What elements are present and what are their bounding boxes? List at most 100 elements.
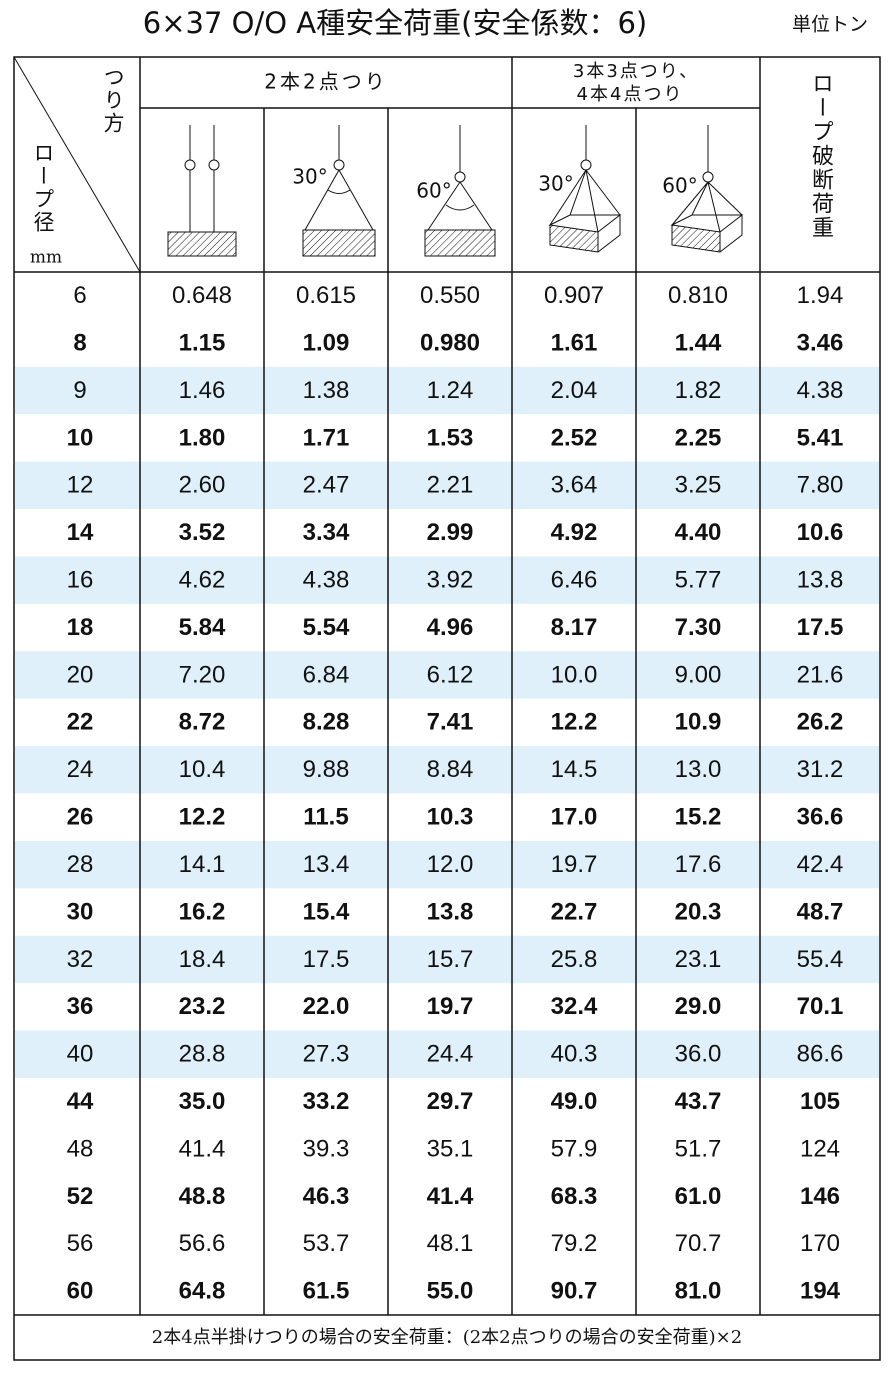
cell: 57.9 xyxy=(551,1135,598,1162)
cell: 36 xyxy=(67,993,94,1020)
cell: 23.2 xyxy=(179,993,226,1020)
cell: 9.88 xyxy=(303,756,350,783)
cell: 12.2 xyxy=(179,804,226,831)
cell: 8.17 xyxy=(551,614,598,641)
cell: 15.7 xyxy=(427,946,474,973)
cell: 79.2 xyxy=(551,1230,598,1257)
cell: 13.8 xyxy=(427,898,474,925)
angle-label: 30° xyxy=(292,165,327,189)
cell: 6 xyxy=(73,282,86,309)
title: 6×37 O/O A種安全荷重(安全係数：6) xyxy=(143,6,647,40)
cell: 10.0 xyxy=(551,661,598,688)
cell: 48.1 xyxy=(427,1230,474,1257)
cell: 2.25 xyxy=(675,424,722,451)
cell: 1.15 xyxy=(179,329,226,356)
cell: 8.28 xyxy=(303,709,350,736)
cell: 5.54 xyxy=(303,614,350,641)
cell: 10.9 xyxy=(675,709,722,736)
cell: 40 xyxy=(67,1041,94,1068)
cell: 11.5 xyxy=(303,804,348,831)
cell: 26 xyxy=(67,804,94,831)
cell: 18.4 xyxy=(179,946,226,973)
cell: 32.4 xyxy=(551,993,598,1020)
cell: 31.2 xyxy=(797,756,844,783)
cell: 29.7 xyxy=(427,1088,474,1115)
cell: 21.6 xyxy=(797,661,844,688)
cell: 2.52 xyxy=(551,424,598,451)
cell: 4.96 xyxy=(427,614,474,641)
row-shade xyxy=(15,746,879,794)
cell: 36.6 xyxy=(797,804,844,831)
cell: 42.4 xyxy=(797,851,844,878)
cell: 2.99 xyxy=(427,519,474,546)
cell: 86.6 xyxy=(797,1041,844,1068)
cell: 0.648 xyxy=(172,282,232,309)
cell: 55.0 xyxy=(427,1278,474,1305)
cell: 0.980 xyxy=(420,329,480,356)
cell: 32 xyxy=(67,946,94,973)
cell: 13.0 xyxy=(675,756,722,783)
cell: 41.4 xyxy=(179,1135,226,1162)
cell: 1.82 xyxy=(675,377,722,404)
cell: 52 xyxy=(67,1183,94,1210)
cell: 22 xyxy=(67,709,94,736)
cell: 17.5 xyxy=(303,946,350,973)
cell: 61.5 xyxy=(303,1278,350,1305)
cell: 20.3 xyxy=(675,898,722,925)
cell: 68.3 xyxy=(551,1183,598,1210)
cell: 29.0 xyxy=(675,993,722,1020)
row-shade xyxy=(15,840,879,889)
cell: 48.7 xyxy=(797,898,844,925)
cell: 7.30 xyxy=(675,614,722,641)
row-shade xyxy=(15,366,879,415)
footer-note: 2本4点半掛けつりの場合の安全荷重：(2本2点つりの場合の安全荷重)×2 xyxy=(152,1327,742,1348)
cell: 15.2 xyxy=(675,804,722,831)
cell: 0.550 xyxy=(420,282,480,309)
cell: 24.4 xyxy=(427,1041,474,1068)
cell: 1.94 xyxy=(797,282,844,309)
cell: 3.64 xyxy=(551,472,598,499)
cell: 12.0 xyxy=(427,851,474,878)
row-shade xyxy=(15,651,879,699)
diameter-unit: mm xyxy=(30,248,62,268)
diameter-label: ロープ径 xyxy=(31,142,55,234)
cell: 8 xyxy=(73,329,86,356)
cell: 22.7 xyxy=(551,898,598,925)
cell: 3.52 xyxy=(179,519,226,546)
cell: 2.04 xyxy=(551,377,598,404)
cell: 1.61 xyxy=(551,329,598,356)
cell: 28.8 xyxy=(179,1041,226,1068)
cell: 22.0 xyxy=(303,993,350,1020)
cell: 194 xyxy=(800,1278,841,1305)
cell: 81.0 xyxy=(675,1278,722,1305)
row-shade xyxy=(15,935,879,984)
cell: 19.7 xyxy=(551,851,598,878)
icon xyxy=(548,125,622,253)
cell: 33.2 xyxy=(303,1088,350,1115)
cell: 70.1 xyxy=(797,993,844,1020)
cell: 90.7 xyxy=(551,1278,598,1305)
cell: 6.12 xyxy=(427,661,474,688)
cell: 14 xyxy=(67,519,94,546)
icon xyxy=(167,125,237,257)
cell: 5.84 xyxy=(179,614,226,641)
cell: 23.1 xyxy=(675,946,722,973)
cell: 4.92 xyxy=(551,519,598,546)
cell: 70.7 xyxy=(675,1230,722,1257)
cell: 5.77 xyxy=(675,567,722,594)
cell: 14.5 xyxy=(551,756,598,783)
cell: 4.40 xyxy=(675,519,722,546)
cell: 1.09 xyxy=(303,329,350,356)
cell: 9 xyxy=(73,377,86,404)
cell: 9.00 xyxy=(675,661,722,688)
cell: 17.0 xyxy=(551,804,598,831)
cell: 124 xyxy=(800,1135,840,1162)
cell: 16 xyxy=(67,567,94,594)
cell: 55.4 xyxy=(797,946,844,973)
cell: 46.3 xyxy=(303,1183,350,1210)
cell: 0.907 xyxy=(544,282,604,309)
cell: 3.34 xyxy=(303,519,350,546)
cell: 13.8 xyxy=(797,567,844,594)
row-shade xyxy=(15,461,879,510)
